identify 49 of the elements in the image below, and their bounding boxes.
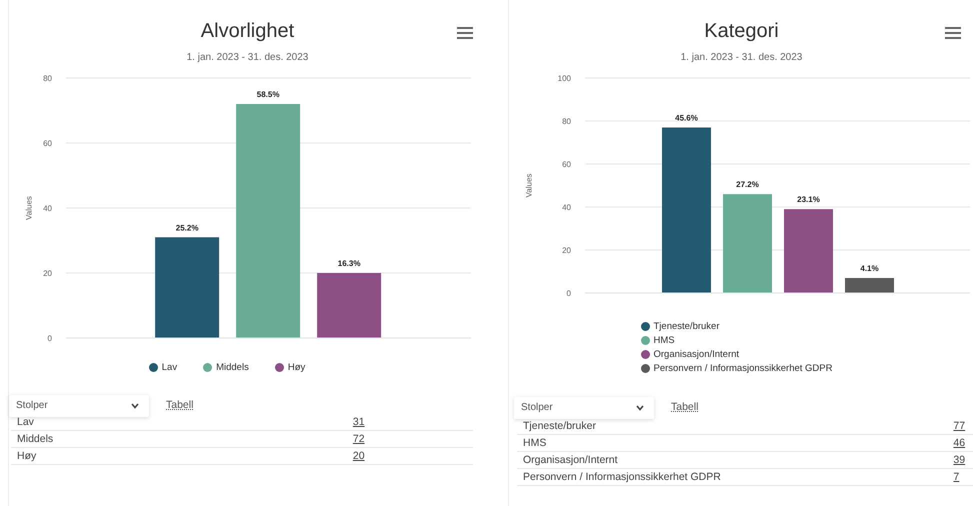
y-tick-label: 20 — [43, 268, 53, 278]
chart-subtitle: 1. jan. 2023 - 31. des. 2023 — [680, 52, 802, 63]
category-label: Organisasjon/Internt — [523, 454, 618, 466]
text: Tabell — [166, 399, 194, 411]
data-label: 20 — [352, 450, 365, 462]
legend-label: Organisasjon/Internt — [654, 349, 740, 360]
y-tick-label: 60 — [562, 160, 572, 169]
legend-label: Lav — [162, 362, 178, 373]
legend-label: Høy — [288, 362, 306, 373]
annotation: 4.1% — [860, 264, 879, 273]
category-label: HMS — [523, 437, 546, 449]
chart-subtitle: 1. jan. 2023 - 31. des. 2023 — [186, 52, 308, 63]
annotation: 58.5% — [256, 90, 280, 99]
category-label: Lav — [17, 416, 34, 428]
y-tick-label: 0 — [566, 288, 572, 298]
category-label: Tjeneste/bruker — [523, 420, 596, 432]
y-tick-label: 80 — [43, 74, 53, 83]
annotation: 16.3% — [338, 259, 360, 268]
legend-label: Personvern / Informasjonssikkerhet GDPR — [654, 363, 832, 374]
category-label: Middels — [17, 433, 54, 445]
annotation: 45.6% — [675, 113, 698, 122]
y-tick-label: 100 — [558, 74, 572, 83]
data-label: 31 — [352, 416, 365, 428]
data-label: 7 — [953, 471, 960, 483]
dropdown-field: Stolper — [514, 397, 654, 419]
category-label: Personvern / Informasjonssikkerhet GDPR — [523, 471, 721, 483]
y-tick-label: 40 — [562, 202, 572, 212]
annotation: 25.2% — [176, 223, 198, 232]
y-tick-label: 80 — [562, 116, 572, 126]
legend-label: Tjeneste/bruker — [654, 321, 720, 332]
chart-title: Alvorlighet — [200, 20, 294, 42]
y-tick-label: 60 — [43, 138, 53, 148]
y-tick-label: 0 — [48, 334, 53, 343]
data-label: 77 — [953, 420, 966, 432]
data-label: 39 — [953, 454, 966, 466]
annotation: 23.1% — [797, 195, 820, 204]
annotation: 27.2% — [736, 180, 759, 190]
data-label: 72 — [352, 433, 365, 445]
y-axis-title: Values — [524, 174, 534, 198]
legend-label: Middels — [216, 362, 249, 373]
category-label: Høy — [17, 450, 36, 462]
data-label: 46 — [953, 437, 966, 449]
legend-label: HMS — [654, 335, 675, 346]
y-axis-title: Values — [24, 196, 34, 220]
y-tick-label: 40 — [43, 204, 53, 213]
text: Tabell — [671, 401, 698, 413]
dropdown-field: Stolper — [9, 395, 149, 417]
y-tick-label: 20 — [562, 246, 572, 255]
chart-title: Kategori — [704, 20, 779, 42]
